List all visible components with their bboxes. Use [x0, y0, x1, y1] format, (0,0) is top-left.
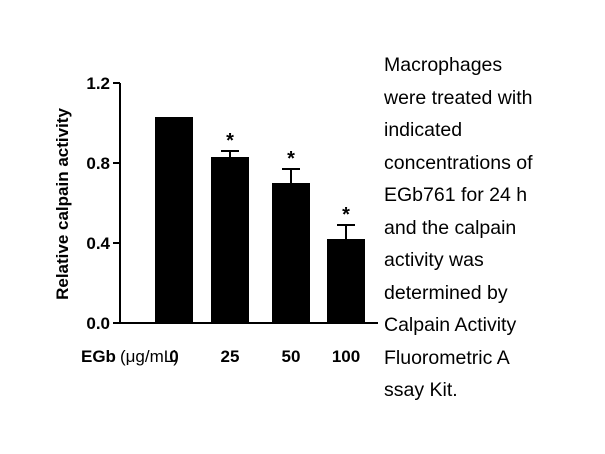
x-axis-label-unit: (μg/mL) [120, 347, 179, 366]
bar [211, 157, 249, 323]
caption-line: ssay Kit. [384, 379, 458, 401]
caption-line: indicated [384, 119, 463, 141]
caption-line: activity was [384, 249, 484, 271]
caption-line: Calpain Activity [384, 314, 517, 336]
y-axis-label: Relative calpain activity [53, 108, 72, 300]
caption-line: and the calpain [384, 216, 517, 239]
chart-bars: 0 * 25 * 50 * 100 [155, 117, 365, 366]
bar [327, 239, 365, 323]
x-axis-label-prefix: EGb [81, 347, 116, 366]
caption-line: EGb761 for 24 h [384, 184, 528, 206]
significance-marker: * [342, 204, 350, 226]
x-axis-label: EGb (μg/mL) [81, 347, 179, 366]
y-tick-label: 0.4 [86, 234, 110, 253]
x-tick-label: 25 [221, 347, 240, 366]
y-tick-label: 0.0 [86, 314, 110, 333]
bar [155, 117, 193, 323]
significance-marker: * [287, 148, 295, 170]
caption-line: were treated with [384, 86, 533, 109]
bar [272, 183, 310, 323]
significance-marker: * [226, 130, 234, 152]
x-tick-label: 0 [169, 347, 178, 366]
caption-line: concentrations of [384, 151, 533, 174]
x-tick-label: 100 [332, 347, 360, 366]
caption-line: Macrophages [384, 54, 503, 76]
caption-line: determined by [384, 281, 508, 304]
y-tick-label: 0.8 [86, 154, 110, 173]
figure-caption: Macrophages were treated with indicated con… [384, 49, 599, 407]
y-tick-label: 1.2 [86, 74, 110, 93]
caption-line: Fluorometric A [384, 346, 510, 369]
x-tick-label: 50 [282, 347, 301, 366]
